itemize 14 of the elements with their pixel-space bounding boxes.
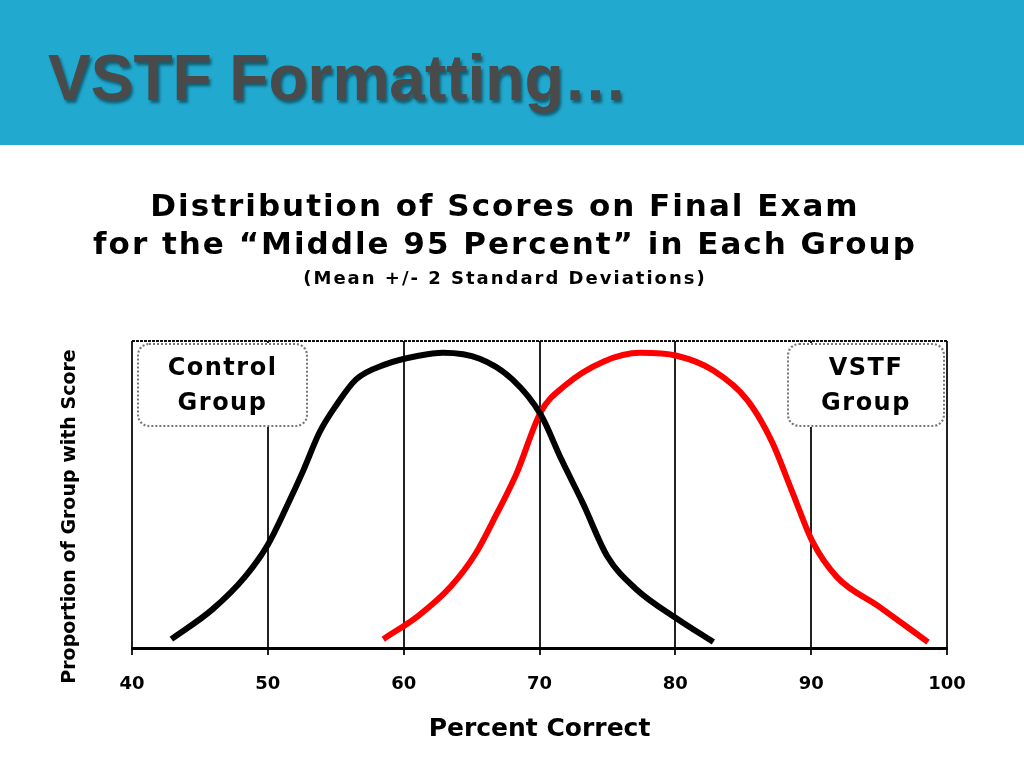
y-axis-title: Proportion of Group with Score (56, 349, 79, 684)
x-axis-title: Percent Correct (428, 712, 651, 742)
series-label: Control Group (166, 352, 279, 418)
x-tick-label: 90 (798, 672, 824, 694)
x-tick-label: 70 (526, 672, 553, 694)
chart-subtitle: (Mean +/- 2 Standard Deviations) (302, 266, 708, 290)
text: VSTF Formatting… (48, 42, 628, 114)
chart-title: Distribution of Scores on Final Exam for the “Middle 95 Percent” in Each Group (92, 186, 918, 262)
x-tick-label: 50 (255, 672, 281, 694)
text: VSTF Group (820, 352, 912, 418)
x-tick-label: 40 (119, 672, 145, 694)
x-tick-label: 100 (928, 672, 966, 694)
x-tick-label: 80 (662, 672, 688, 694)
x-tick-label: 60 (391, 672, 417, 694)
